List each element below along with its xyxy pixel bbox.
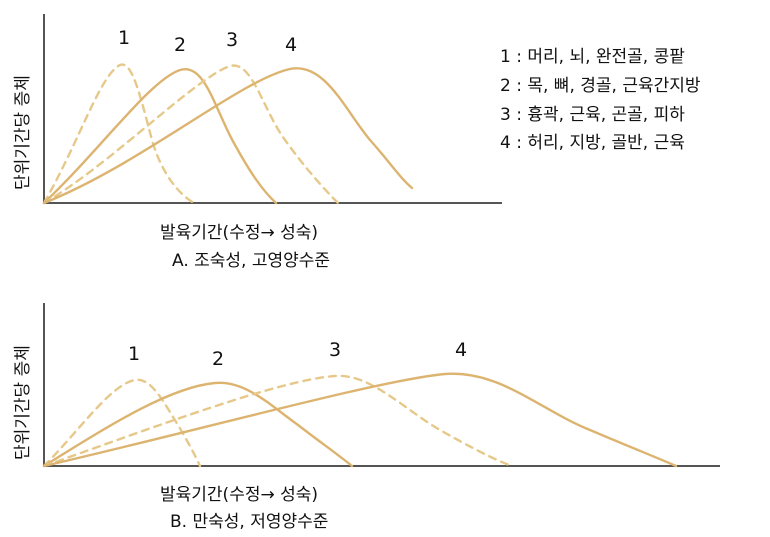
panel-b-curve-1	[42, 378, 202, 468]
legend-item-1: 1 : 머리, 뇌, 완전골, 콩팥	[500, 47, 685, 67]
panel-b-curve-3	[42, 374, 514, 468]
panel-a-curve-2-label: 2	[174, 34, 186, 56]
panel-b-curve-4	[42, 372, 678, 468]
panel-b-curve-2-label: 2	[212, 348, 224, 370]
panel-a-x-label: 발육기간(수정→ 성숙)	[160, 223, 318, 243]
panel-a: 1 2 3 4 단위기간당 증체 발육기간(수정→ 성숙) A. 조숙성, 고영…	[13, 14, 502, 271]
panel-b-x-label: 발육기간(수정→ 성숙)	[160, 485, 318, 505]
legend-item-3: 3 : 흉곽, 근육, 곤골, 피하	[500, 105, 685, 125]
panel-a-caption: A. 조숙성, 고영양수준	[172, 251, 330, 271]
panel-b: 1 2 3 4 단위기간당 증체 발육기간(수정→ 성숙) B. 만숙성, 저영…	[13, 303, 720, 532]
panel-b-caption: B. 만숙성, 저영양수준	[170, 512, 328, 532]
panel-b-curve-3-label: 3	[329, 339, 341, 361]
legend-item-4: 4 : 허리, 지방, 골반, 근육	[500, 133, 685, 153]
panel-b-curve-2	[42, 381, 354, 468]
legend-item-2: 2 : 목, 뼈, 경골, 근육간지방	[500, 76, 701, 96]
panel-b-curve-4-label: 4	[455, 339, 467, 361]
panel-a-curve-2	[42, 67, 278, 205]
panel-b-curve-1-label: 1	[128, 343, 140, 365]
panel-a-curve-3	[42, 64, 340, 205]
panel-a-curve-3-label: 3	[226, 29, 238, 51]
panel-a-curve-4	[42, 67, 414, 205]
panel-a-curve-1-label: 1	[118, 27, 130, 49]
panel-b-y-label: 단위기간당 증체	[13, 345, 33, 460]
panel-a-curve-4-label: 4	[285, 34, 297, 56]
legend: 1 : 머리, 뇌, 완전골, 콩팥 2 : 목, 뼈, 경골, 근육간지방 3…	[500, 47, 701, 153]
panel-a-curve-1	[42, 63, 196, 205]
panel-a-y-label: 단위기간당 증체	[13, 75, 33, 190]
